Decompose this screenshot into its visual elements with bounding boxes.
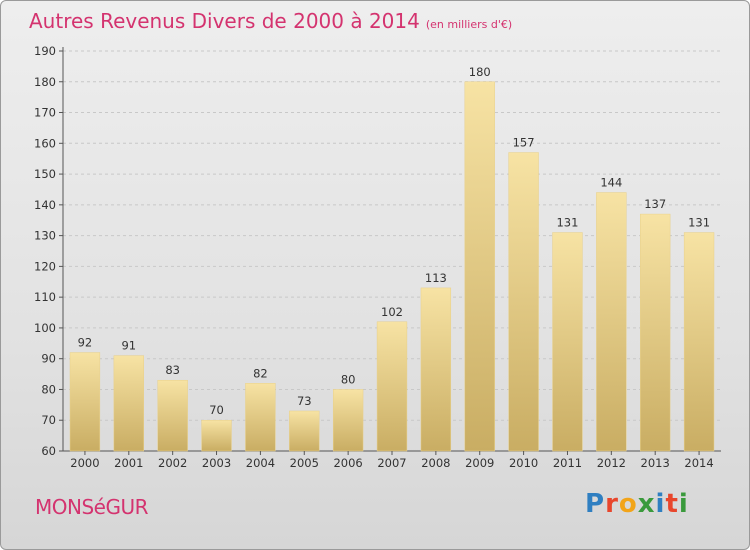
logo-letter: i — [655, 489, 666, 519]
y-tick-label: 120 — [34, 259, 56, 273]
chart-title: Autres Revenus Divers de 2000 à 2014 — [29, 9, 420, 33]
bar — [245, 383, 276, 452]
value-label: 144 — [600, 176, 622, 190]
logo-letter: x — [637, 489, 656, 519]
value-label: 180 — [469, 65, 491, 79]
x-tick-label: 2006 — [333, 456, 362, 470]
value-label: 70 — [209, 403, 224, 417]
x-tick-label: 2008 — [421, 456, 450, 470]
x-tick-label: 2012 — [597, 456, 626, 470]
value-label: 73 — [297, 394, 312, 408]
x-tick-label: 2011 — [553, 456, 582, 470]
x-tick-label: 2009 — [465, 456, 494, 470]
value-label: 91 — [121, 339, 136, 353]
x-tick-label: 2001 — [114, 456, 143, 470]
y-tick-label: 180 — [34, 75, 56, 89]
y-tick-label: 160 — [34, 136, 56, 150]
x-tick-label: 2002 — [158, 456, 187, 470]
bar — [376, 321, 408, 452]
y-tick-label: 60 — [41, 444, 56, 458]
logo-letter: P — [585, 489, 606, 519]
logo-letter: r — [605, 489, 619, 519]
bar — [289, 410, 320, 452]
bar — [508, 152, 539, 452]
bar — [640, 213, 671, 452]
y-tick-label: 170 — [34, 106, 56, 120]
value-label: 137 — [644, 197, 666, 211]
bar — [69, 352, 101, 452]
x-tick-label: 2013 — [641, 456, 670, 470]
y-tick-label: 100 — [34, 321, 56, 335]
value-label: 157 — [513, 136, 535, 150]
bar — [683, 232, 715, 452]
value-label: 92 — [78, 336, 93, 350]
y-tick-label: 150 — [34, 167, 56, 181]
x-tick-label: 2003 — [202, 456, 231, 470]
bar — [332, 389, 364, 452]
y-tick-label: 90 — [41, 352, 56, 366]
x-tick-label: 2014 — [684, 456, 713, 470]
bar — [552, 232, 583, 452]
value-label: 82 — [253, 366, 268, 380]
value-label: 113 — [425, 271, 447, 285]
x-tick-label: 2007 — [377, 456, 406, 470]
bar — [157, 379, 188, 452]
bar — [464, 81, 495, 452]
y-tick-label: 140 — [34, 198, 56, 212]
commune-name: MONSéGUR — [35, 495, 149, 519]
chart-subtitle: (en milliers d'€) — [425, 18, 513, 31]
value-label: 131 — [556, 216, 578, 230]
value-label: 131 — [688, 216, 710, 230]
logo-letter: t — [665, 489, 679, 519]
logo-letter: o — [618, 489, 638, 519]
bar — [596, 192, 627, 452]
y-tick-label: 130 — [34, 229, 56, 243]
x-tick-label: 2005 — [290, 456, 319, 470]
proxiti-logo[interactable]: Proxiti — [585, 489, 689, 519]
value-label: 102 — [381, 305, 403, 319]
y-tick-label: 70 — [41, 413, 56, 427]
x-tick-label: 2000 — [70, 456, 99, 470]
title-block: Autres Revenus Divers de 2000 à 2014 (en … — [29, 9, 512, 33]
bar — [420, 287, 452, 452]
y-tick-label: 80 — [41, 382, 56, 396]
y-tick-label: 190 — [34, 44, 56, 58]
x-tick-label: 2010 — [509, 456, 538, 470]
logo-letter: i — [678, 489, 689, 519]
value-label: 80 — [341, 372, 356, 386]
bar — [201, 419, 232, 452]
y-tick-label: 110 — [34, 290, 56, 304]
bar — [113, 355, 144, 452]
value-label: 83 — [165, 363, 180, 377]
x-tick-label: 2004 — [246, 456, 275, 470]
